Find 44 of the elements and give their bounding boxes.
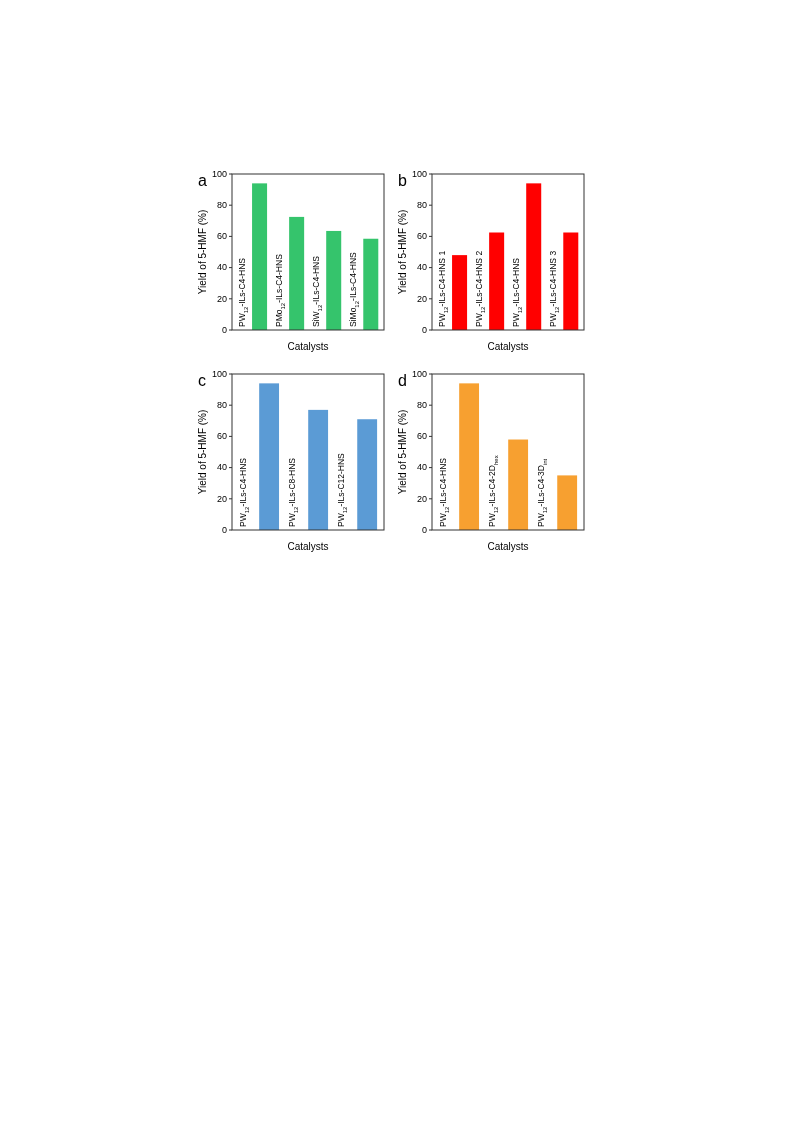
- y-tick-label: 40: [216, 262, 227, 273]
- bar: [252, 183, 268, 330]
- chart-title: b: [398, 172, 407, 189]
- chart-title: c: [198, 372, 206, 389]
- y-tick-label: 100: [411, 368, 427, 379]
- y-axis-title: Yield of 5-HMF (%): [197, 409, 208, 495]
- y-tick-label: 80: [216, 400, 227, 411]
- y-tick-label: 40: [416, 262, 427, 273]
- y-tick-label: 0: [421, 324, 427, 335]
- bar: [289, 216, 305, 330]
- y-tick-label: 20: [216, 493, 227, 504]
- bar: [452, 255, 468, 330]
- y-tick-label: 60: [416, 231, 427, 242]
- x-axis-title: Catalysts: [287, 341, 329, 352]
- y-tick-label: 100: [211, 168, 227, 179]
- bar: [363, 238, 379, 330]
- chart-title: a: [198, 172, 207, 189]
- y-tick-label: 0: [221, 324, 227, 335]
- y-tick-label: 20: [216, 293, 227, 304]
- bar: [326, 230, 342, 330]
- y-tick-label: 20: [416, 293, 427, 304]
- y-tick-label: 100: [411, 168, 427, 179]
- bar: [526, 183, 542, 330]
- y-tick-label: 20: [416, 493, 427, 504]
- y-tick-label: 40: [416, 462, 427, 473]
- y-tick-label: 0: [221, 524, 227, 535]
- y-axis-title: Yield of 5-HMF (%): [397, 209, 408, 295]
- chart-title: d: [398, 372, 407, 389]
- x-axis-title: Catalysts: [287, 541, 329, 552]
- y-tick-label: 60: [216, 231, 227, 242]
- bar: [489, 232, 505, 330]
- y-tick-label: 40: [216, 462, 227, 473]
- bar: [563, 232, 579, 330]
- y-tick-label: 100: [211, 368, 227, 379]
- y-axis-title: Yield of 5-HMF (%): [397, 409, 408, 495]
- y-tick-label: 80: [416, 400, 427, 411]
- y-tick-label: 60: [216, 431, 227, 442]
- y-tick-label: 0: [421, 524, 427, 535]
- x-axis-title: Catalysts: [487, 541, 529, 552]
- y-tick-label: 80: [216, 200, 227, 211]
- y-tick-label: 60: [416, 431, 427, 442]
- y-tick-label: 80: [416, 200, 427, 211]
- y-axis-title: Yield of 5-HMF (%): [197, 209, 208, 295]
- x-axis-title: Catalysts: [487, 341, 529, 352]
